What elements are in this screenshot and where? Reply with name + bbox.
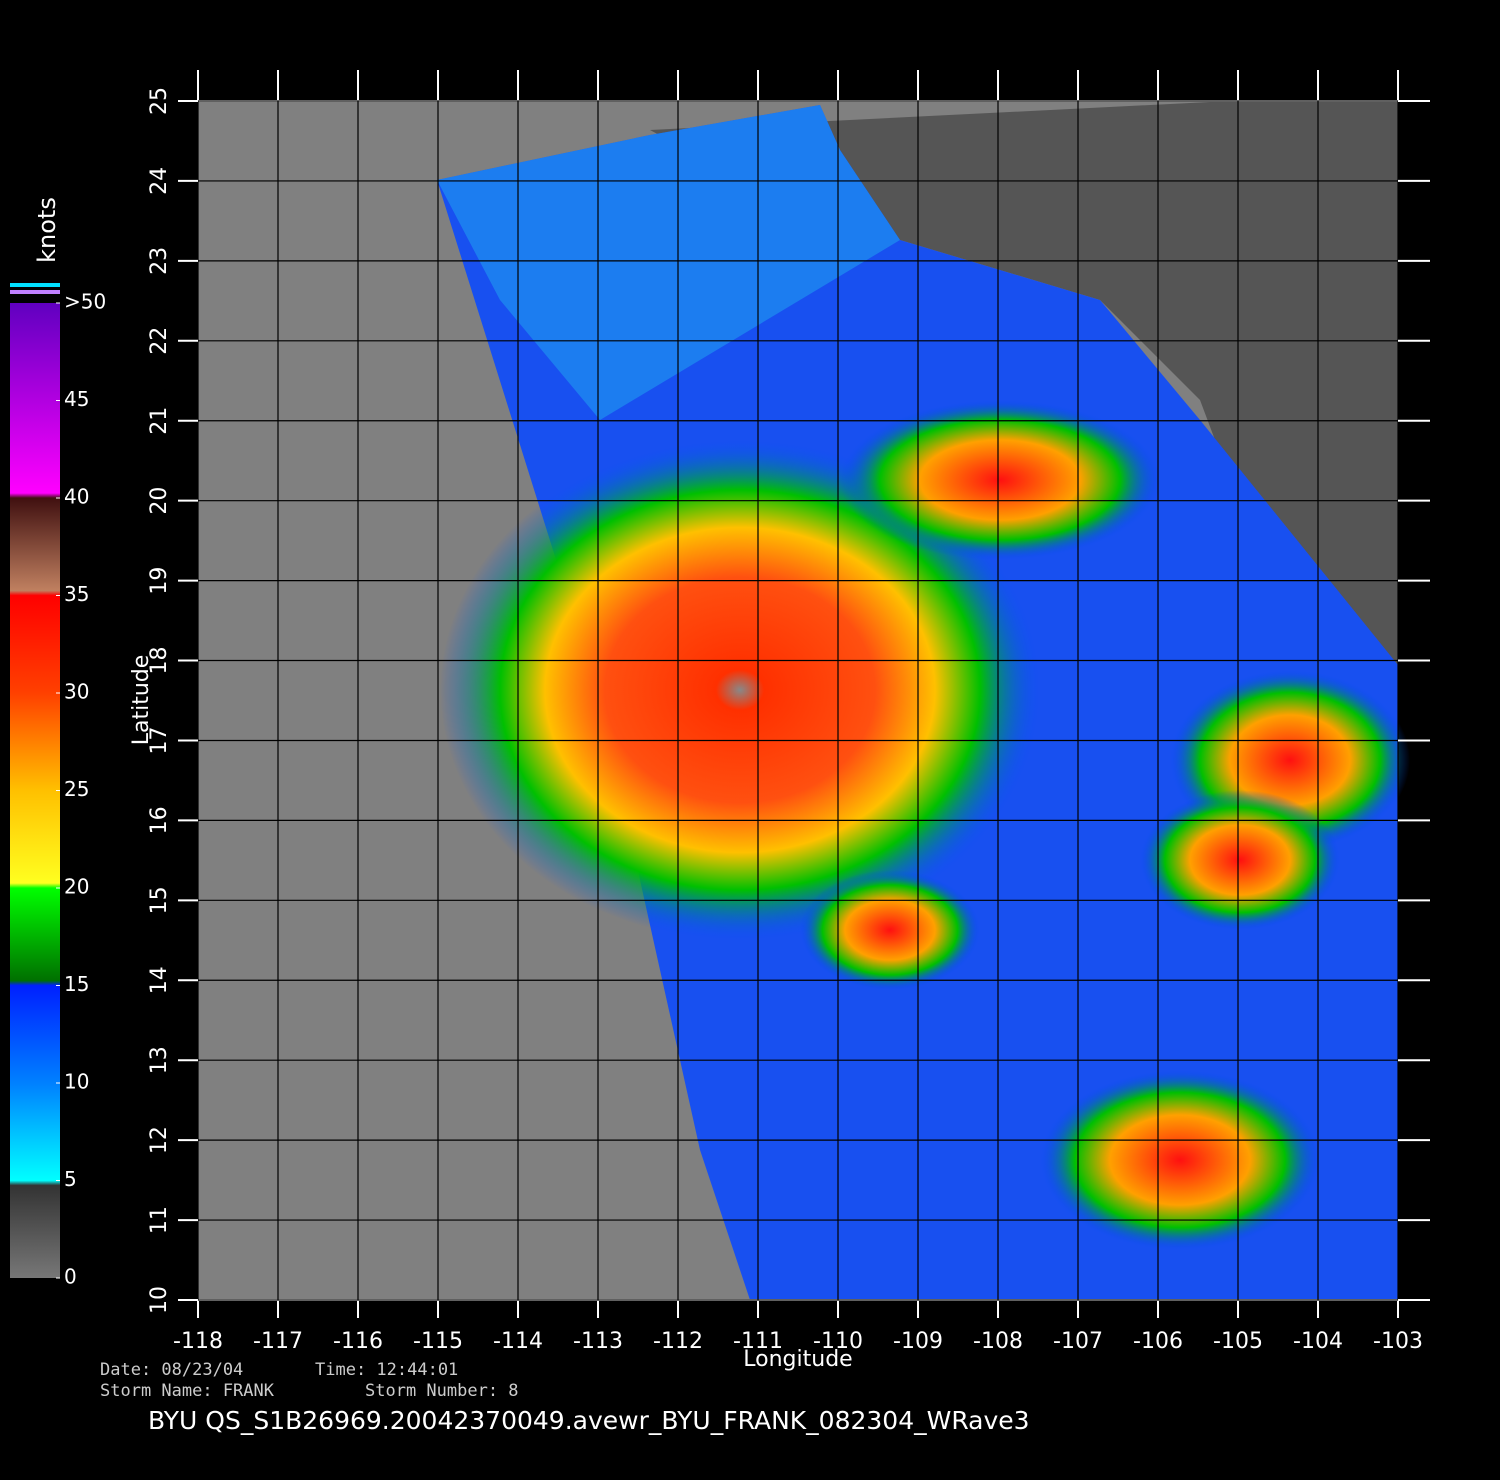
x-tick-label: -103 <box>1373 1329 1423 1354</box>
file-name: BYU QS_S1B26969.20042370049.avewr_BYU_FR… <box>148 1406 1030 1435</box>
x-tick-label: -114 <box>493 1329 543 1354</box>
x-tick-label: -111 <box>733 1329 783 1354</box>
storm <box>440 440 1040 940</box>
colorbar-label: 35 <box>64 582 89 606</box>
colorbar-label: 15 <box>64 972 89 996</box>
rain-cell <box>840 400 1160 560</box>
x-tick-label: -115 <box>413 1329 463 1354</box>
x-tick-label: -105 <box>1213 1329 1263 1354</box>
x-tick-label: -104 <box>1293 1329 1343 1354</box>
y-tick-label: 18 <box>147 647 172 675</box>
x-tick-label: -109 <box>893 1329 943 1354</box>
x-tick-label: -110 <box>813 1329 863 1354</box>
y-tick-label: 10 <box>147 1286 172 1314</box>
rain-cell <box>1040 1070 1320 1250</box>
axes <box>178 70 1430 1318</box>
storm-name: Storm Name: FRANK <box>100 1381 275 1401</box>
y-tick-label: 17 <box>147 726 172 754</box>
x-tick-label: -117 <box>253 1329 303 1354</box>
y-tick-label: 21 <box>147 407 172 435</box>
rain-cell <box>800 870 980 990</box>
colorbar-cap <box>10 283 60 287</box>
y-tick-label: 19 <box>147 567 172 595</box>
rain-cell <box>1140 790 1340 930</box>
x-tick-label: -108 <box>973 1329 1023 1354</box>
y-tick-label: 23 <box>147 247 172 275</box>
time: Time: 12:44:01 <box>315 1360 458 1380</box>
colorbar <box>10 303 60 1278</box>
y-tick-label: 16 <box>147 806 172 834</box>
colorbar-label: 45 <box>64 387 89 411</box>
x-tick-label: -106 <box>1133 1329 1183 1354</box>
storm-number: Storm Number: 8 <box>365 1381 519 1401</box>
map-image <box>198 101 1410 1300</box>
colorbar-label: 10 <box>64 1070 89 1094</box>
x-axis-label: Longitude <box>743 1347 852 1372</box>
x-tick-label: -112 <box>653 1329 703 1354</box>
y-tick-label: 22 <box>147 327 172 355</box>
colorbar-label: 40 <box>64 485 89 509</box>
colorbar-title: knots <box>33 197 61 263</box>
colorbar-label: 30 <box>64 680 89 704</box>
colorbar-label: 20 <box>64 875 89 899</box>
y-axis-label: Latitude <box>129 655 154 746</box>
x-tick-label: -113 <box>573 1329 623 1354</box>
y-tick-label: 11 <box>147 1206 172 1234</box>
x-tick-label: -107 <box>1053 1329 1103 1354</box>
date: Date: 08/23/04 <box>100 1360 243 1380</box>
y-tick-label: 12 <box>147 1126 172 1154</box>
y-tick-label: 13 <box>147 1046 172 1074</box>
y-tick-label: 24 <box>147 167 172 195</box>
x-tick-label: -116 <box>333 1329 383 1354</box>
colorbar-cap <box>10 290 60 294</box>
y-tick-label: 15 <box>147 886 172 914</box>
y-tick-label: 20 <box>147 487 172 515</box>
colorbar-label: 25 <box>64 777 89 801</box>
y-tick-label: 25 <box>147 87 172 115</box>
x-tick-label: -118 <box>173 1329 223 1354</box>
colorbar-label: 5 <box>64 1167 77 1191</box>
y-tick-label: 14 <box>147 966 172 994</box>
colorbar-label: >50 <box>64 290 106 314</box>
colorbar-label: 0 <box>64 1265 77 1289</box>
